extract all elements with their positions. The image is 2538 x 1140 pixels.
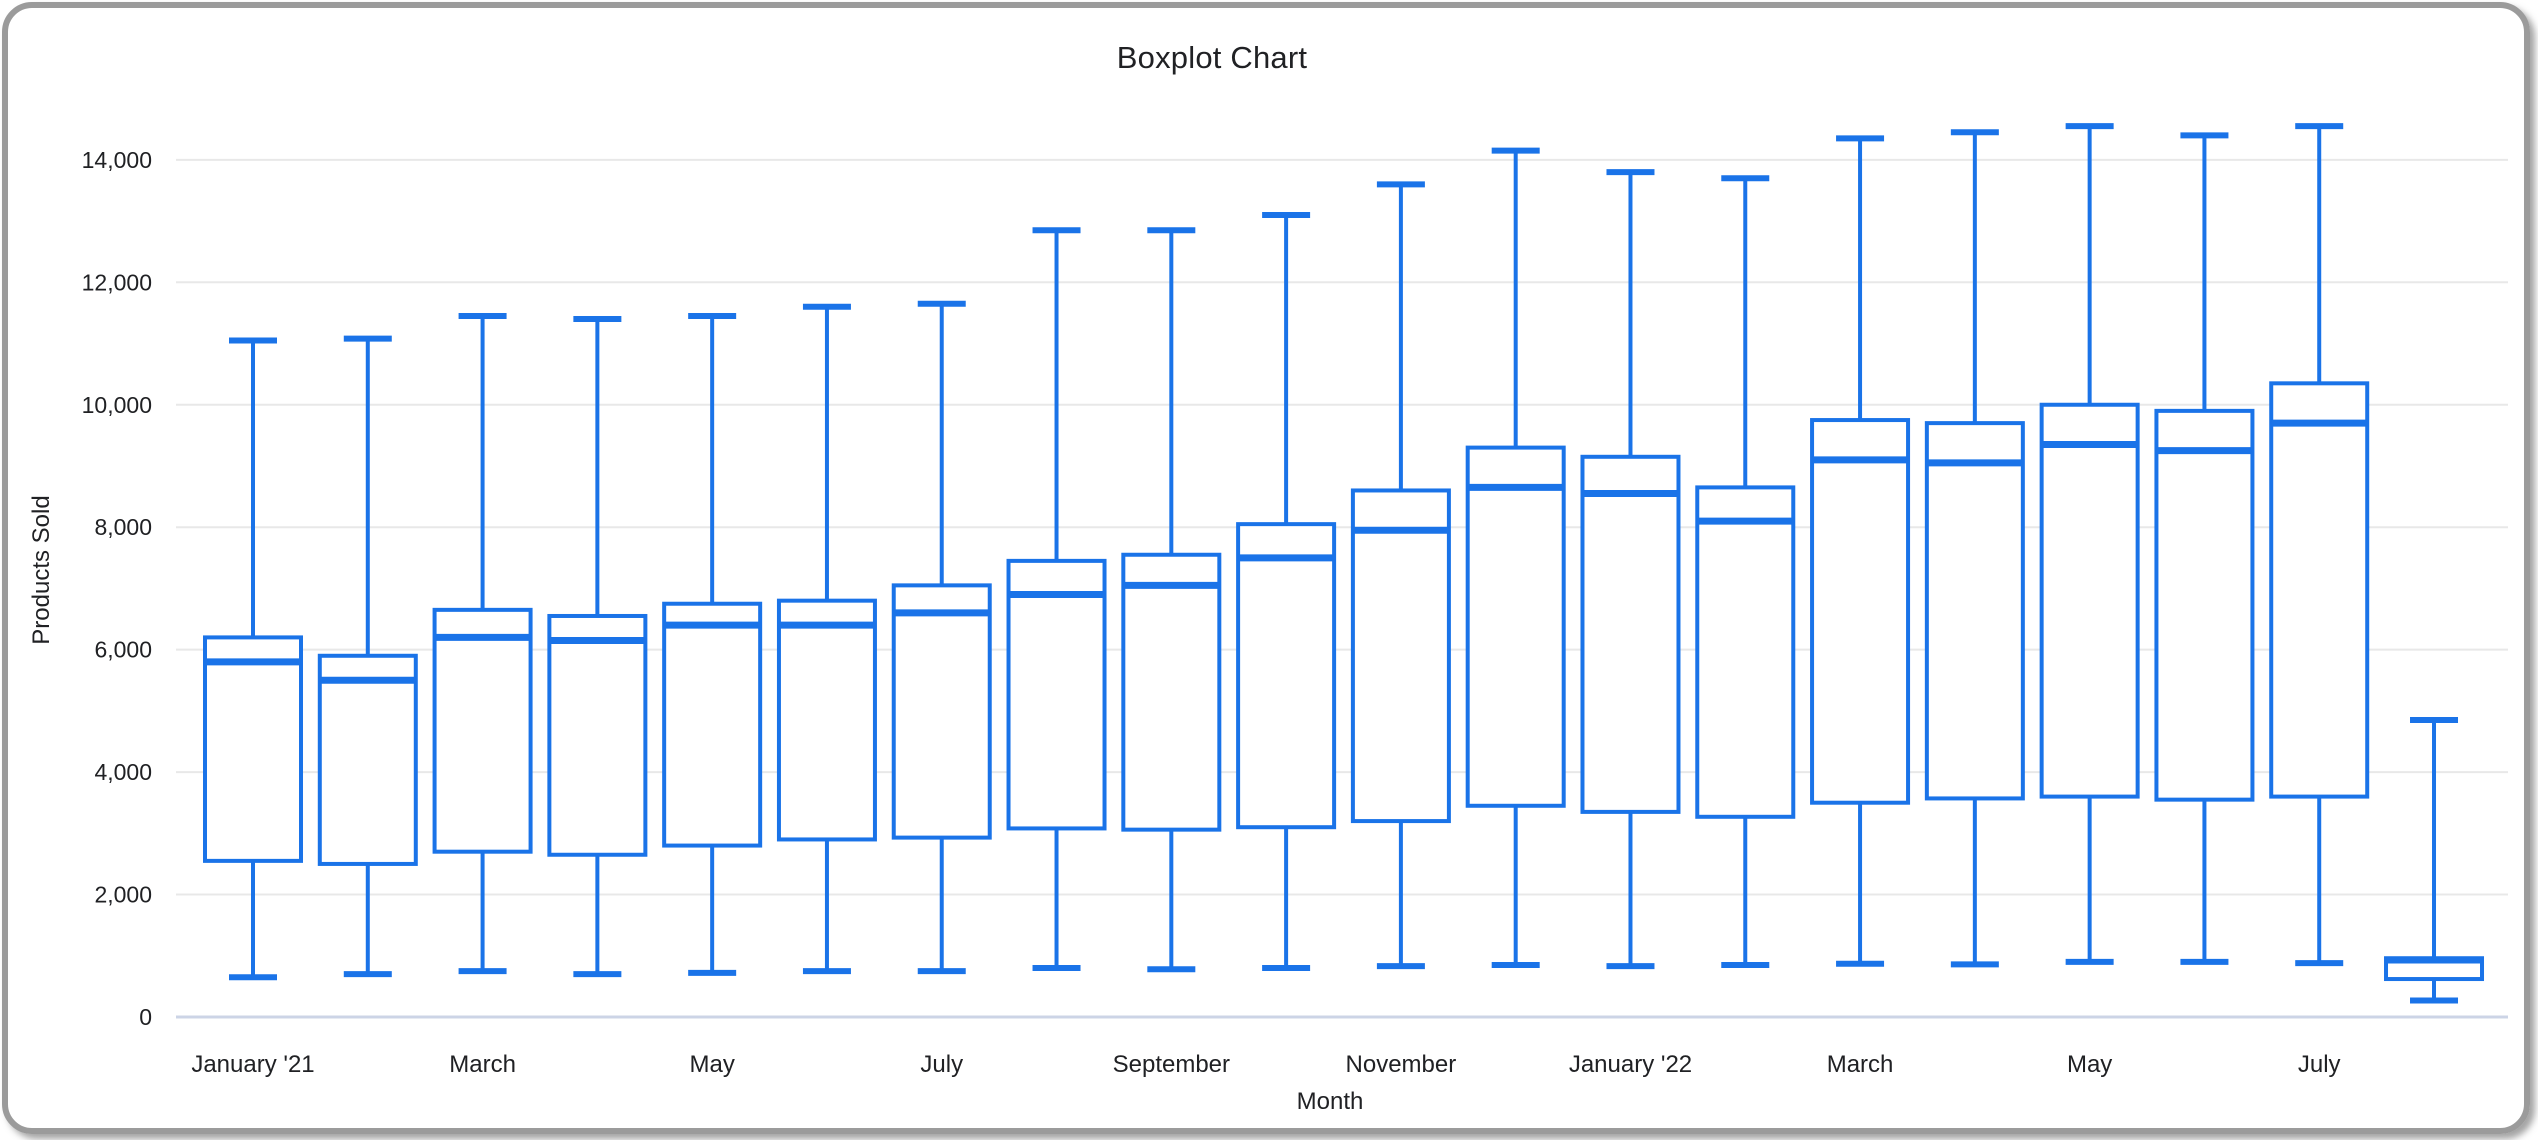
y-tick-label: 4,000 [94, 759, 152, 785]
boxplot-group[interactable] [2154, 132, 2255, 965]
y-axis-title: Products Sold [28, 495, 55, 645]
iqr-box [317, 653, 418, 866]
iqr-box [1465, 445, 1566, 808]
iqr-box [1924, 421, 2025, 801]
iqr-box [432, 607, 533, 854]
x-tick-label: May [689, 1051, 734, 1078]
iqr-box [1580, 454, 1681, 814]
iqr-box [776, 598, 877, 842]
iqr-box [547, 613, 648, 857]
boxplot-group[interactable] [1465, 147, 1566, 968]
boxplot-group[interactable] [1350, 181, 1451, 970]
x-tick-label: March [449, 1051, 516, 1078]
boxplot-group[interactable] [1121, 227, 1222, 973]
y-tick-label: 0 [139, 1004, 152, 1030]
iqr-box [2269, 381, 2370, 799]
iqr-box [1121, 552, 1222, 832]
boxplot-group[interactable] [2384, 717, 2485, 1004]
x-tick-label: January '22 [1569, 1051, 1692, 1078]
iqr-box [1236, 522, 1337, 830]
x-tick-label: March [1827, 1051, 1894, 1078]
boxplot-group[interactable] [662, 312, 763, 976]
boxplot-group[interactable] [1580, 169, 1681, 970]
iqr-box [1350, 488, 1451, 824]
x-tick-label: November [1346, 1051, 1457, 1078]
y-tick-label: 6,000 [94, 637, 152, 663]
boxplot-group[interactable] [1810, 135, 1911, 967]
iqr-box [1006, 558, 1107, 831]
boxplot-group[interactable] [547, 316, 648, 978]
y-tick-label: 14,000 [82, 147, 152, 173]
iqr-box [1810, 418, 1911, 805]
boxplot-group[interactable] [1236, 211, 1337, 972]
x-axis-title: Month [1296, 1088, 1364, 1115]
iqr-box [662, 601, 763, 848]
boxplot-group[interactable] [203, 337, 303, 981]
y-tick-label: 2,000 [94, 882, 152, 908]
boxplot-group[interactable] [317, 335, 418, 978]
iqr-box [891, 583, 992, 840]
iqr-box [2039, 402, 2140, 799]
x-tick-label: May [2067, 1051, 2112, 1078]
chart-title: Boxplot Chart [1116, 40, 1308, 75]
y-tick-label: 12,000 [82, 269, 152, 295]
boxplot-group[interactable] [1924, 129, 2025, 968]
boxplot-group[interactable] [1695, 175, 1796, 968]
boxplot-group[interactable] [776, 303, 877, 975]
boxplot-group[interactable] [891, 300, 992, 975]
iqr-box [203, 635, 303, 863]
iqr-box [2154, 408, 2255, 802]
x-tick-label: September [1113, 1051, 1230, 1078]
x-tick-label: July [2298, 1051, 2341, 1078]
boxplot-group[interactable] [1006, 227, 1107, 972]
boxplot-group[interactable] [2039, 123, 2140, 965]
iqr-box [1695, 485, 1796, 819]
y-tick-label: 8,000 [94, 514, 152, 540]
y-tick-label: 10,000 [82, 392, 152, 418]
x-tick-label: July [920, 1051, 963, 1078]
boxplot-group[interactable] [432, 312, 533, 975]
boxplot-group[interactable] [2269, 123, 2370, 967]
x-tick-label: January '21 [191, 1051, 314, 1078]
